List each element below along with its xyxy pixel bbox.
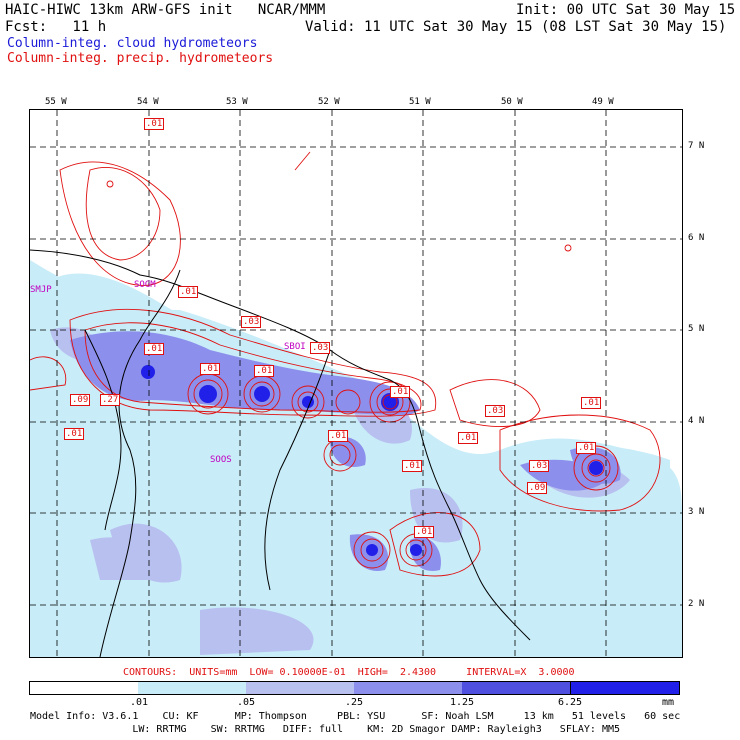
lon-label: 49 W bbox=[592, 97, 614, 107]
station-label: SOGM bbox=[134, 280, 156, 290]
map-panel: SMJP SOGM SBOI SOOS .01 .01 .03 .01 .03 … bbox=[29, 109, 683, 658]
lon-label: 55 W bbox=[45, 97, 67, 107]
colorbar-unit: mm bbox=[662, 697, 675, 708]
colorbar-swatch bbox=[462, 681, 570, 695]
legend-precip: Column-integ. precip. hydrometeors bbox=[7, 51, 274, 66]
contour-label: .03 bbox=[529, 460, 550, 472]
colorbar-swatch bbox=[354, 681, 462, 695]
lat-label: 6 N bbox=[688, 233, 705, 243]
lat-label: 7 N bbox=[688, 141, 705, 151]
colorbar-tick: 6.25 bbox=[558, 697, 583, 708]
model-info: Model Info: V3.6.1 CU: KF MP: Thompson P… bbox=[30, 711, 681, 722]
contour-label: .27 bbox=[100, 394, 121, 406]
lat-label: 5 N bbox=[688, 324, 705, 334]
colorbar-tick: 1.25 bbox=[450, 697, 475, 708]
contour-label: .01 bbox=[390, 386, 411, 398]
lon-label: 54 W bbox=[137, 97, 159, 107]
contour-label: .01 bbox=[581, 397, 602, 409]
colorbar-tick: .01 bbox=[130, 697, 149, 708]
contour-label: .01 bbox=[254, 365, 275, 377]
contour-label: .03 bbox=[485, 405, 506, 417]
contour-info: CONTOURS: UNITS=mm LOW= 0.10000E-01 HIGH… bbox=[123, 667, 575, 678]
contour-label: .09 bbox=[527, 482, 548, 494]
station-label: SMJP bbox=[30, 285, 52, 295]
contour-label: .03 bbox=[310, 342, 331, 354]
lon-label: 50 W bbox=[501, 97, 523, 107]
model-title: HAIC-HIWC 13km ARW-GFS init NCAR/MMM bbox=[5, 2, 326, 18]
legend-cloud: Column-integ. cloud hydrometeors bbox=[7, 36, 258, 51]
contour-label: .01 bbox=[64, 428, 85, 440]
graticule bbox=[30, 110, 682, 657]
colorbar-swatch bbox=[570, 681, 680, 695]
colorbar-tick: .05 bbox=[237, 697, 256, 708]
colorbar-swatch bbox=[29, 681, 139, 695]
forecast-hour: Fcst: 11 h bbox=[5, 19, 107, 35]
map-canvas bbox=[30, 110, 682, 657]
contour-label: .01 bbox=[402, 460, 423, 472]
contour-label: .01 bbox=[328, 430, 349, 442]
colorbar-swatch bbox=[138, 681, 246, 695]
contour-label: .03 bbox=[241, 316, 262, 328]
contour-label: .01 bbox=[200, 363, 221, 375]
contour-label: .01 bbox=[144, 118, 165, 130]
colorbar-tick: .25 bbox=[345, 697, 364, 708]
lat-label: 3 N bbox=[688, 507, 705, 517]
station-label: SBOI bbox=[284, 342, 306, 352]
station-label: SOOS bbox=[210, 455, 232, 465]
model-info-physics: LW: RRTMG SW: RRTMG DIFF: full KM: 2D Sm… bbox=[30, 724, 621, 735]
lon-label: 52 W bbox=[318, 97, 340, 107]
contour-label: .01 bbox=[178, 286, 199, 298]
lat-label: 4 N bbox=[688, 416, 705, 426]
valid-time: Valid: 11 UTC Sat 30 May 15 (08 LST Sat … bbox=[305, 19, 727, 35]
init-time: Init: 00 UTC Sat 30 May 15 bbox=[516, 2, 736, 18]
contour-label: .01 bbox=[576, 442, 597, 454]
contour-label: .09 bbox=[70, 394, 91, 406]
cloud-shading-core bbox=[141, 365, 603, 556]
coastline bbox=[30, 249, 531, 657]
contour-label: .01 bbox=[144, 343, 165, 355]
contour-label: .01 bbox=[458, 432, 479, 444]
lon-label: 51 W bbox=[409, 97, 431, 107]
contour-label: .01 bbox=[414, 526, 435, 538]
lat-label: 2 N bbox=[688, 599, 705, 609]
lon-label: 53 W bbox=[226, 97, 248, 107]
colorbar-swatch bbox=[246, 681, 354, 695]
